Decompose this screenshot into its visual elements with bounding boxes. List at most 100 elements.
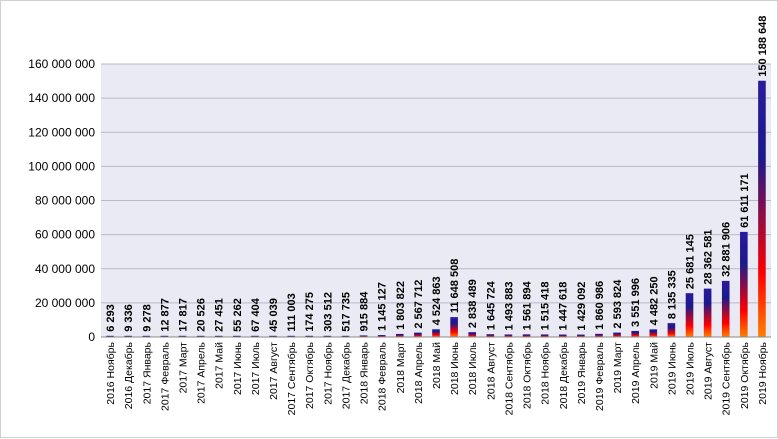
bar <box>214 335 223 337</box>
data-label: 6 293 <box>105 304 117 332</box>
x-category-label: 2019 Август <box>703 342 715 400</box>
data-label: 2 593 824 <box>612 279 624 329</box>
bar <box>178 335 187 337</box>
x-category-label: 2017 Октябрь <box>304 341 316 409</box>
data-label: 67 404 <box>250 297 262 332</box>
bar <box>323 335 332 337</box>
data-label: 20 526 <box>196 298 208 332</box>
x-category-label: 2017 Февраль <box>159 341 171 410</box>
bar <box>160 335 169 337</box>
bar <box>377 335 386 337</box>
bar <box>468 332 477 337</box>
x-category-label: 2017 Июль <box>250 341 262 395</box>
x-category-label: 2018 Март <box>395 342 407 394</box>
data-label: 32 881 906 <box>721 222 733 277</box>
data-label: 3 551 996 <box>630 278 642 327</box>
x-category-label: 2018 Май <box>431 342 443 389</box>
data-label: 174 275 <box>304 292 316 332</box>
bar <box>341 335 350 337</box>
bar <box>667 323 676 337</box>
data-label: 11 648 508 <box>449 259 461 313</box>
bar <box>196 335 205 337</box>
data-label: 17 817 <box>177 298 189 332</box>
x-category-label: 2018 Октябрь <box>522 341 534 409</box>
bar <box>631 330 639 337</box>
bar <box>504 334 513 337</box>
bar <box>558 334 567 337</box>
bar <box>703 288 712 337</box>
x-category-label: 2017 Апрель <box>196 341 208 403</box>
x-category-label: 2018 Сентябрь <box>503 341 515 415</box>
x-category-label: 2018 Февраль <box>377 341 389 410</box>
data-label: 1 803 822 <box>395 281 407 330</box>
bar <box>613 332 621 337</box>
data-label: 25 681 145 <box>685 234 697 289</box>
data-label: 517 735 <box>340 292 352 332</box>
x-category-label: 2019 Сентябрь <box>721 341 733 415</box>
x-category-label: 2019 Июль <box>685 341 697 395</box>
data-label: 915 884 <box>359 291 371 332</box>
y-tick-label: 100 000 000 <box>28 159 95 173</box>
data-label: 4 524 863 <box>431 276 443 325</box>
x-category-label: 2017 Май <box>214 342 226 389</box>
data-label: 45 039 <box>268 298 280 332</box>
data-label: 2 838 489 <box>467 279 479 328</box>
x-category-label: 2017 Август <box>268 342 280 400</box>
data-label: 1 145 127 <box>377 282 389 331</box>
y-tick-label: 80 000 000 <box>35 194 95 208</box>
x-axis-category-labels: 2016 Ноябрь 2016 Декабрь 2017 Январь 2017 Ф… <box>105 341 769 415</box>
bar <box>395 333 404 337</box>
bar <box>450 317 458 337</box>
bar <box>305 335 314 337</box>
x-category-label: 2019 Февраль <box>594 341 606 410</box>
y-tick-label: 160 000 000 <box>28 57 95 71</box>
x-category-label: 2018 Ноябрь <box>540 341 552 404</box>
bar <box>287 335 295 337</box>
x-category-label: 2018 Июль <box>467 341 479 395</box>
x-category-label: 2019 Май <box>648 342 660 389</box>
y-tick-label: 20 000 000 <box>35 296 95 310</box>
x-category-label: 2019 Октябрь <box>739 341 751 409</box>
bar <box>106 335 114 337</box>
data-label: 111 003 <box>286 293 298 332</box>
x-category-label: 2018 Август <box>485 342 497 400</box>
data-label: 55 262 <box>232 298 244 332</box>
bar <box>685 293 694 337</box>
x-category-label: 2017 Март <box>177 342 189 394</box>
bar <box>595 333 603 337</box>
bar <box>758 80 766 338</box>
x-category-label: 2018 Июнь <box>449 341 461 394</box>
bar <box>649 329 658 337</box>
x-category-label: 2017 Июнь <box>232 341 244 394</box>
data-label: 1 645 724 <box>485 280 497 330</box>
x-category-label: 2017 Декабрь <box>340 341 352 409</box>
x-category-label: 2019 Июнь <box>666 341 678 394</box>
data-label: 28 362 581 <box>703 230 715 285</box>
data-label: 27 451 <box>214 298 226 332</box>
data-label: 2 567 712 <box>413 280 425 329</box>
data-label: 12 877 <box>159 298 171 332</box>
bar <box>721 280 730 337</box>
bar <box>269 335 277 337</box>
x-category-label: 2018 Апрель <box>413 341 425 403</box>
bar <box>486 334 495 337</box>
data-label: 1 515 418 <box>540 281 552 330</box>
y-axis-tick-labels: 0 20 000 000 40 000 000 60 000 000 80 000 00… <box>28 57 95 344</box>
data-label: 150 188 648 <box>757 16 769 77</box>
bar <box>251 335 259 337</box>
data-label: 61 611 171 <box>739 173 751 227</box>
x-category-label: 2019 Ноябрь <box>757 341 769 404</box>
y-tick-label: 0 <box>88 330 95 344</box>
bar <box>432 329 440 337</box>
bars <box>106 80 766 338</box>
data-label: 9 336 <box>123 304 135 332</box>
bar <box>577 334 585 337</box>
bar <box>414 332 422 337</box>
x-category-label: 2018 Декабрь <box>558 341 570 409</box>
y-tick-label: 40 000 000 <box>35 262 95 276</box>
x-category-label: 2016 Декабрь <box>123 341 135 409</box>
y-tick-label: 60 000 000 <box>35 228 95 242</box>
x-category-label: 2018 Январь <box>359 341 371 404</box>
